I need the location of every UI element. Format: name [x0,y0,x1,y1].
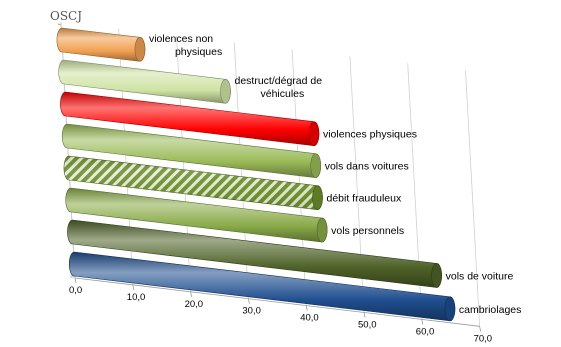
tick-mark [421,319,424,325]
bar-0 [56,27,146,62]
bar-6 [67,219,442,288]
category-label: violences physiques [323,129,417,141]
category-label: vols personnels [331,225,404,237]
tick-mark [363,312,366,318]
bar-5 [65,187,328,243]
bar-cap [134,37,146,62]
x-axis-ticks: 0,0 10,0 20,0 30,0 40,0 50,0 60,0 70,0 [69,285,492,344]
bar-7 [68,251,456,322]
x-tick-label: 10,0 [127,292,146,303]
category-label: vols dans voitures [325,161,409,173]
bar-4 [63,155,323,210]
logo-text: OSCJ [50,9,82,23]
bar-cap [444,296,456,322]
bar-cap [310,153,322,178]
category-label: cambriolages [459,304,521,316]
x-tick-label: 60,0 [416,326,435,337]
x-tick-label: 0,0 [69,285,82,296]
x-tick-label: 40,0 [300,313,319,324]
x-tick-label: 70,0 [474,333,493,344]
category-label: débit frauduleux [326,193,401,205]
tick-mark [305,305,308,311]
tick-mark [132,284,135,290]
tick-mark [479,326,481,332]
tick-mark [74,277,77,284]
bar-3 [61,123,322,178]
bar-cap [316,217,328,243]
x-axis-line [74,277,480,327]
category-labels: violences non physiques destruct/dégrad de… [149,33,521,316]
bar-2 [60,91,320,146]
category-label: vols de voiture [446,270,514,282]
gridline [465,70,480,327]
bar-cap [312,185,323,210]
x-tick-label: 20,0 [185,299,204,310]
bar-cap [220,79,231,104]
x-tick-label: 50,0 [358,320,377,331]
x-tick-label: 30,0 [242,306,261,317]
bars [56,27,456,322]
bar-cap [431,263,442,288]
category-label: destruct/dégrad de véhicules [235,75,323,100]
category-label: violences non physiques [149,33,222,58]
tick-mark [248,298,250,304]
bar-cap [308,121,320,146]
tick-mark [190,291,192,297]
bar-1 [58,59,231,104]
